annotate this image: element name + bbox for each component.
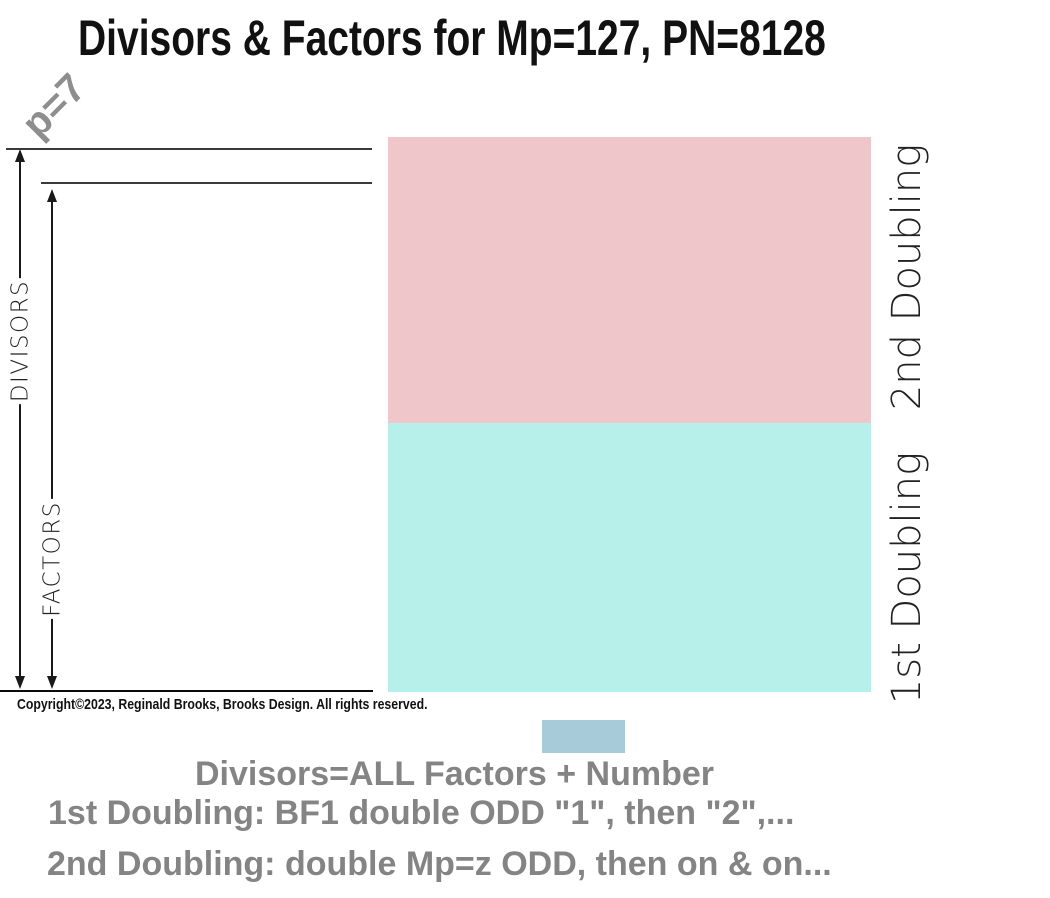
caption-first-doubling: 1st Doubling: BF1 double ODD "1", then "… bbox=[48, 794, 795, 832]
divisors-arrowhead-up-icon bbox=[15, 149, 25, 162]
factors-arrow-line bbox=[51, 192, 53, 679]
caption-second-doubling: 2nd Doubling: double Mp=z ODD, then on &… bbox=[47, 845, 832, 883]
top-rule-factors bbox=[41, 182, 372, 184]
factors-arrowhead-down-icon bbox=[47, 676, 57, 689]
first-doubling-block bbox=[388, 423, 871, 692]
top-rule-divisors bbox=[6, 148, 372, 150]
copyright-text: Copyright©2023, Reginald Brooks, Brooks … bbox=[17, 696, 428, 713]
second-doubling-block bbox=[388, 137, 871, 423]
factors-axis-label: FACTORS bbox=[33, 499, 73, 619]
caption-divisors-equation: Divisors=ALL Factors + Number bbox=[195, 755, 714, 793]
bottom-rule bbox=[0, 690, 373, 692]
p-exponent-label: p=7 bbox=[13, 65, 95, 147]
divisors-axis-label: DIVISORS bbox=[1, 277, 41, 405]
first-doubling-label: 1st Doubling bbox=[884, 451, 930, 705]
legend-swatch bbox=[542, 720, 625, 753]
second-doubling-label: 2nd Doubling bbox=[884, 143, 930, 411]
factors-arrowhead-up-icon bbox=[47, 189, 57, 202]
page-title: Divisors & Factors for Mp=127, PN=8128 bbox=[78, 10, 826, 66]
divisors-arrowhead-down-icon bbox=[15, 676, 25, 689]
divisors-arrow-line bbox=[19, 152, 21, 679]
